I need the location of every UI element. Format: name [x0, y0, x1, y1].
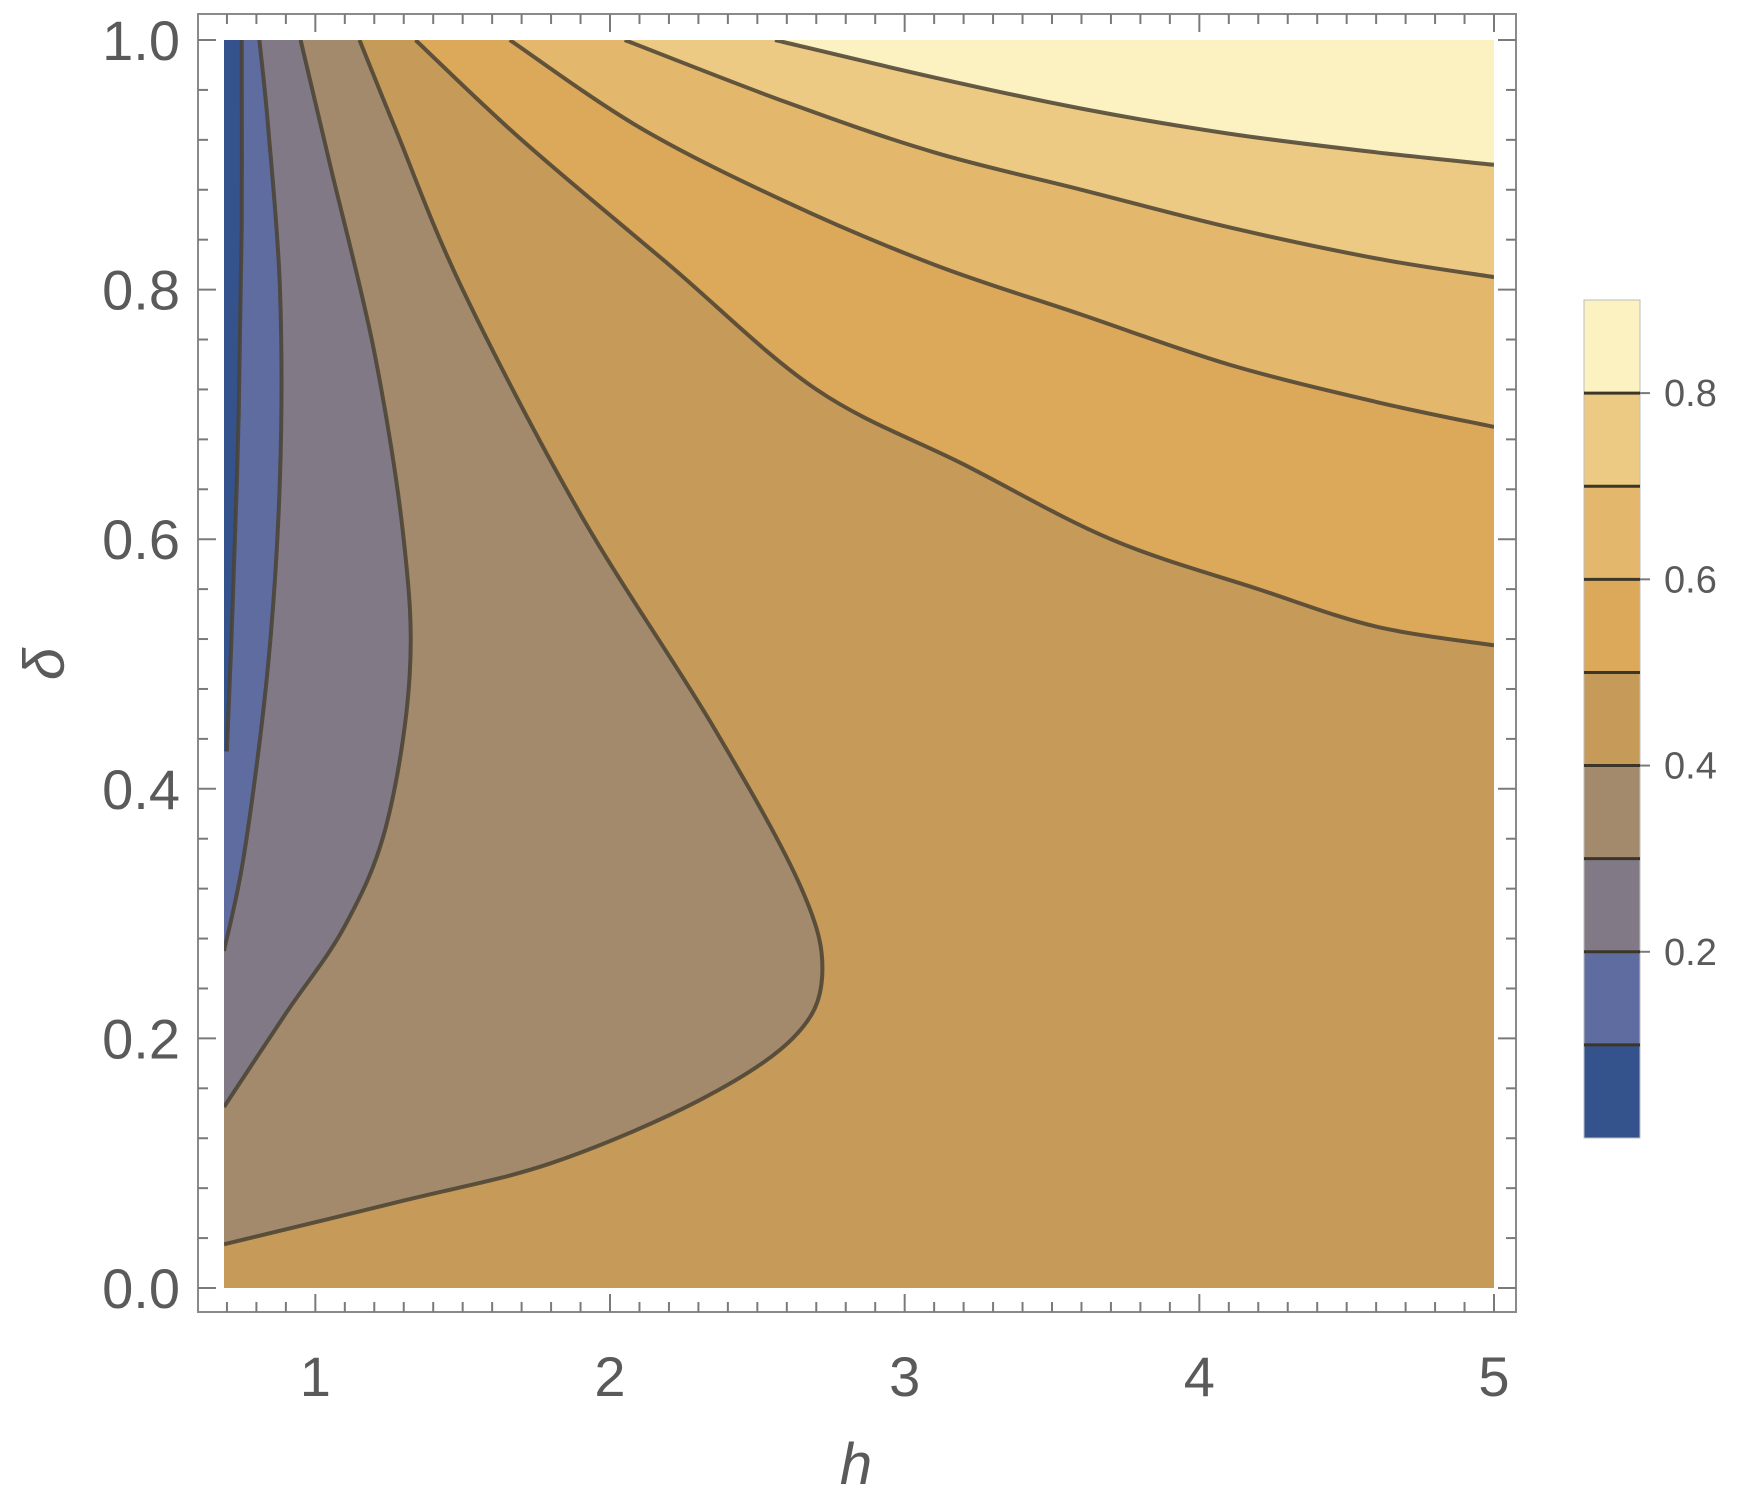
y-tick-label: 0.2 [102, 1007, 180, 1070]
x-axis-label: h [840, 1432, 872, 1497]
colorbar-band [1584, 951, 1640, 1045]
contour-line-0.5 [414, 40, 1494, 648]
axis-ticks [198, 14, 1516, 1312]
y-tick-label: 1.0 [102, 9, 180, 72]
contour-lines [224, 40, 1494, 1247]
contour-line-0.2 [224, 40, 284, 952]
band-0-0.1 [224, 40, 242, 752]
y-tick-label: 0.4 [102, 758, 180, 821]
contour-fills [224, 40, 1494, 1288]
contour-line-0.3 [224, 40, 413, 1109]
tick-labels: 1 2 3 4 5 0.0 0.2 0.4 0.6 0.8 1.0 [102, 9, 1509, 1408]
colorbar-tick-label: 0.2 [1664, 932, 1717, 974]
colorbar-tick-label: 0.6 [1664, 559, 1717, 601]
contour-line-0.1 [224, 40, 244, 752]
colorbar-band [1584, 300, 1640, 394]
colorbar-band [1584, 393, 1640, 487]
colorbar-band [1584, 765, 1640, 859]
colorbar-band [1584, 579, 1640, 673]
colorbar-legend: 0.2 0.4 0.6 0.8 [1583, 299, 1717, 1139]
y-tick-label: 0.0 [102, 1257, 180, 1320]
colorbar-tick-label: 0.8 [1664, 373, 1717, 415]
x-tick-label: 4 [1184, 1345, 1215, 1408]
y-tick-label: 0.8 [102, 259, 180, 322]
colorbar-band [1584, 858, 1640, 952]
y-tick-label: 0.6 [102, 508, 180, 571]
colorbar-band [1584, 672, 1640, 766]
contour-line-0.8 [774, 40, 1494, 167]
band-0.8-0.9 [775, 40, 1494, 165]
x-tick-label: 3 [889, 1345, 920, 1408]
contour-line-0.4 [224, 40, 825, 1247]
colorbar-band [1584, 1044, 1640, 1138]
colorbar-tick-label: 0.4 [1664, 746, 1717, 788]
x-tick-label: 1 [300, 1345, 331, 1408]
contour-line-0.7 [623, 40, 1494, 280]
contour-line-0.6 [508, 40, 1494, 429]
x-tick-label: 5 [1478, 1345, 1509, 1408]
colorbar-frame [1583, 299, 1641, 1139]
y-axis-label: δ [12, 647, 77, 680]
x-tick-label: 2 [594, 1345, 625, 1408]
colorbar-band [1584, 486, 1640, 580]
